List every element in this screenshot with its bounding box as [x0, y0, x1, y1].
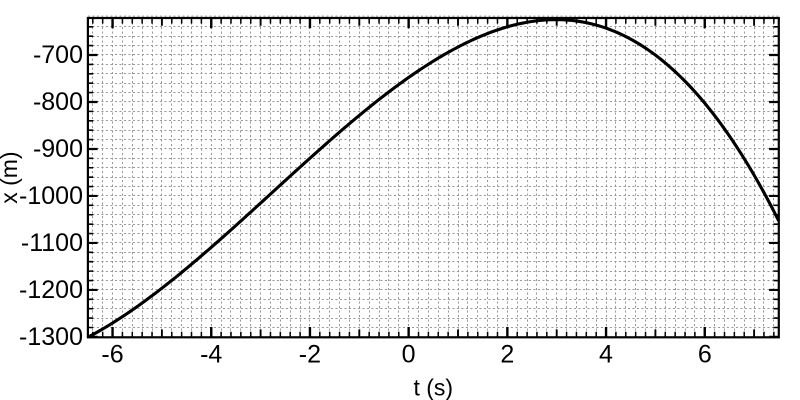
svg-text:4: 4	[599, 341, 613, 369]
svg-text:-1200: -1200	[19, 276, 83, 304]
svg-text:2: 2	[500, 341, 514, 369]
svg-text:x (m): x (m)	[0, 151, 22, 203]
svg-text:-4: -4	[200, 341, 222, 369]
svg-text:0: 0	[402, 341, 416, 369]
svg-text:-1000: -1000	[19, 182, 83, 210]
svg-text:-1100: -1100	[21, 229, 83, 257]
svg-text:-2: -2	[299, 341, 321, 369]
svg-text:6: 6	[698, 341, 712, 369]
svg-text:-700: -700	[33, 41, 83, 69]
svg-text:-6: -6	[101, 341, 123, 369]
svg-text:t (s): t (s)	[413, 374, 453, 400]
svg-text:-900: -900	[33, 135, 83, 163]
svg-text:-1300: -1300	[19, 323, 83, 351]
svg-text:-800: -800	[33, 88, 83, 116]
